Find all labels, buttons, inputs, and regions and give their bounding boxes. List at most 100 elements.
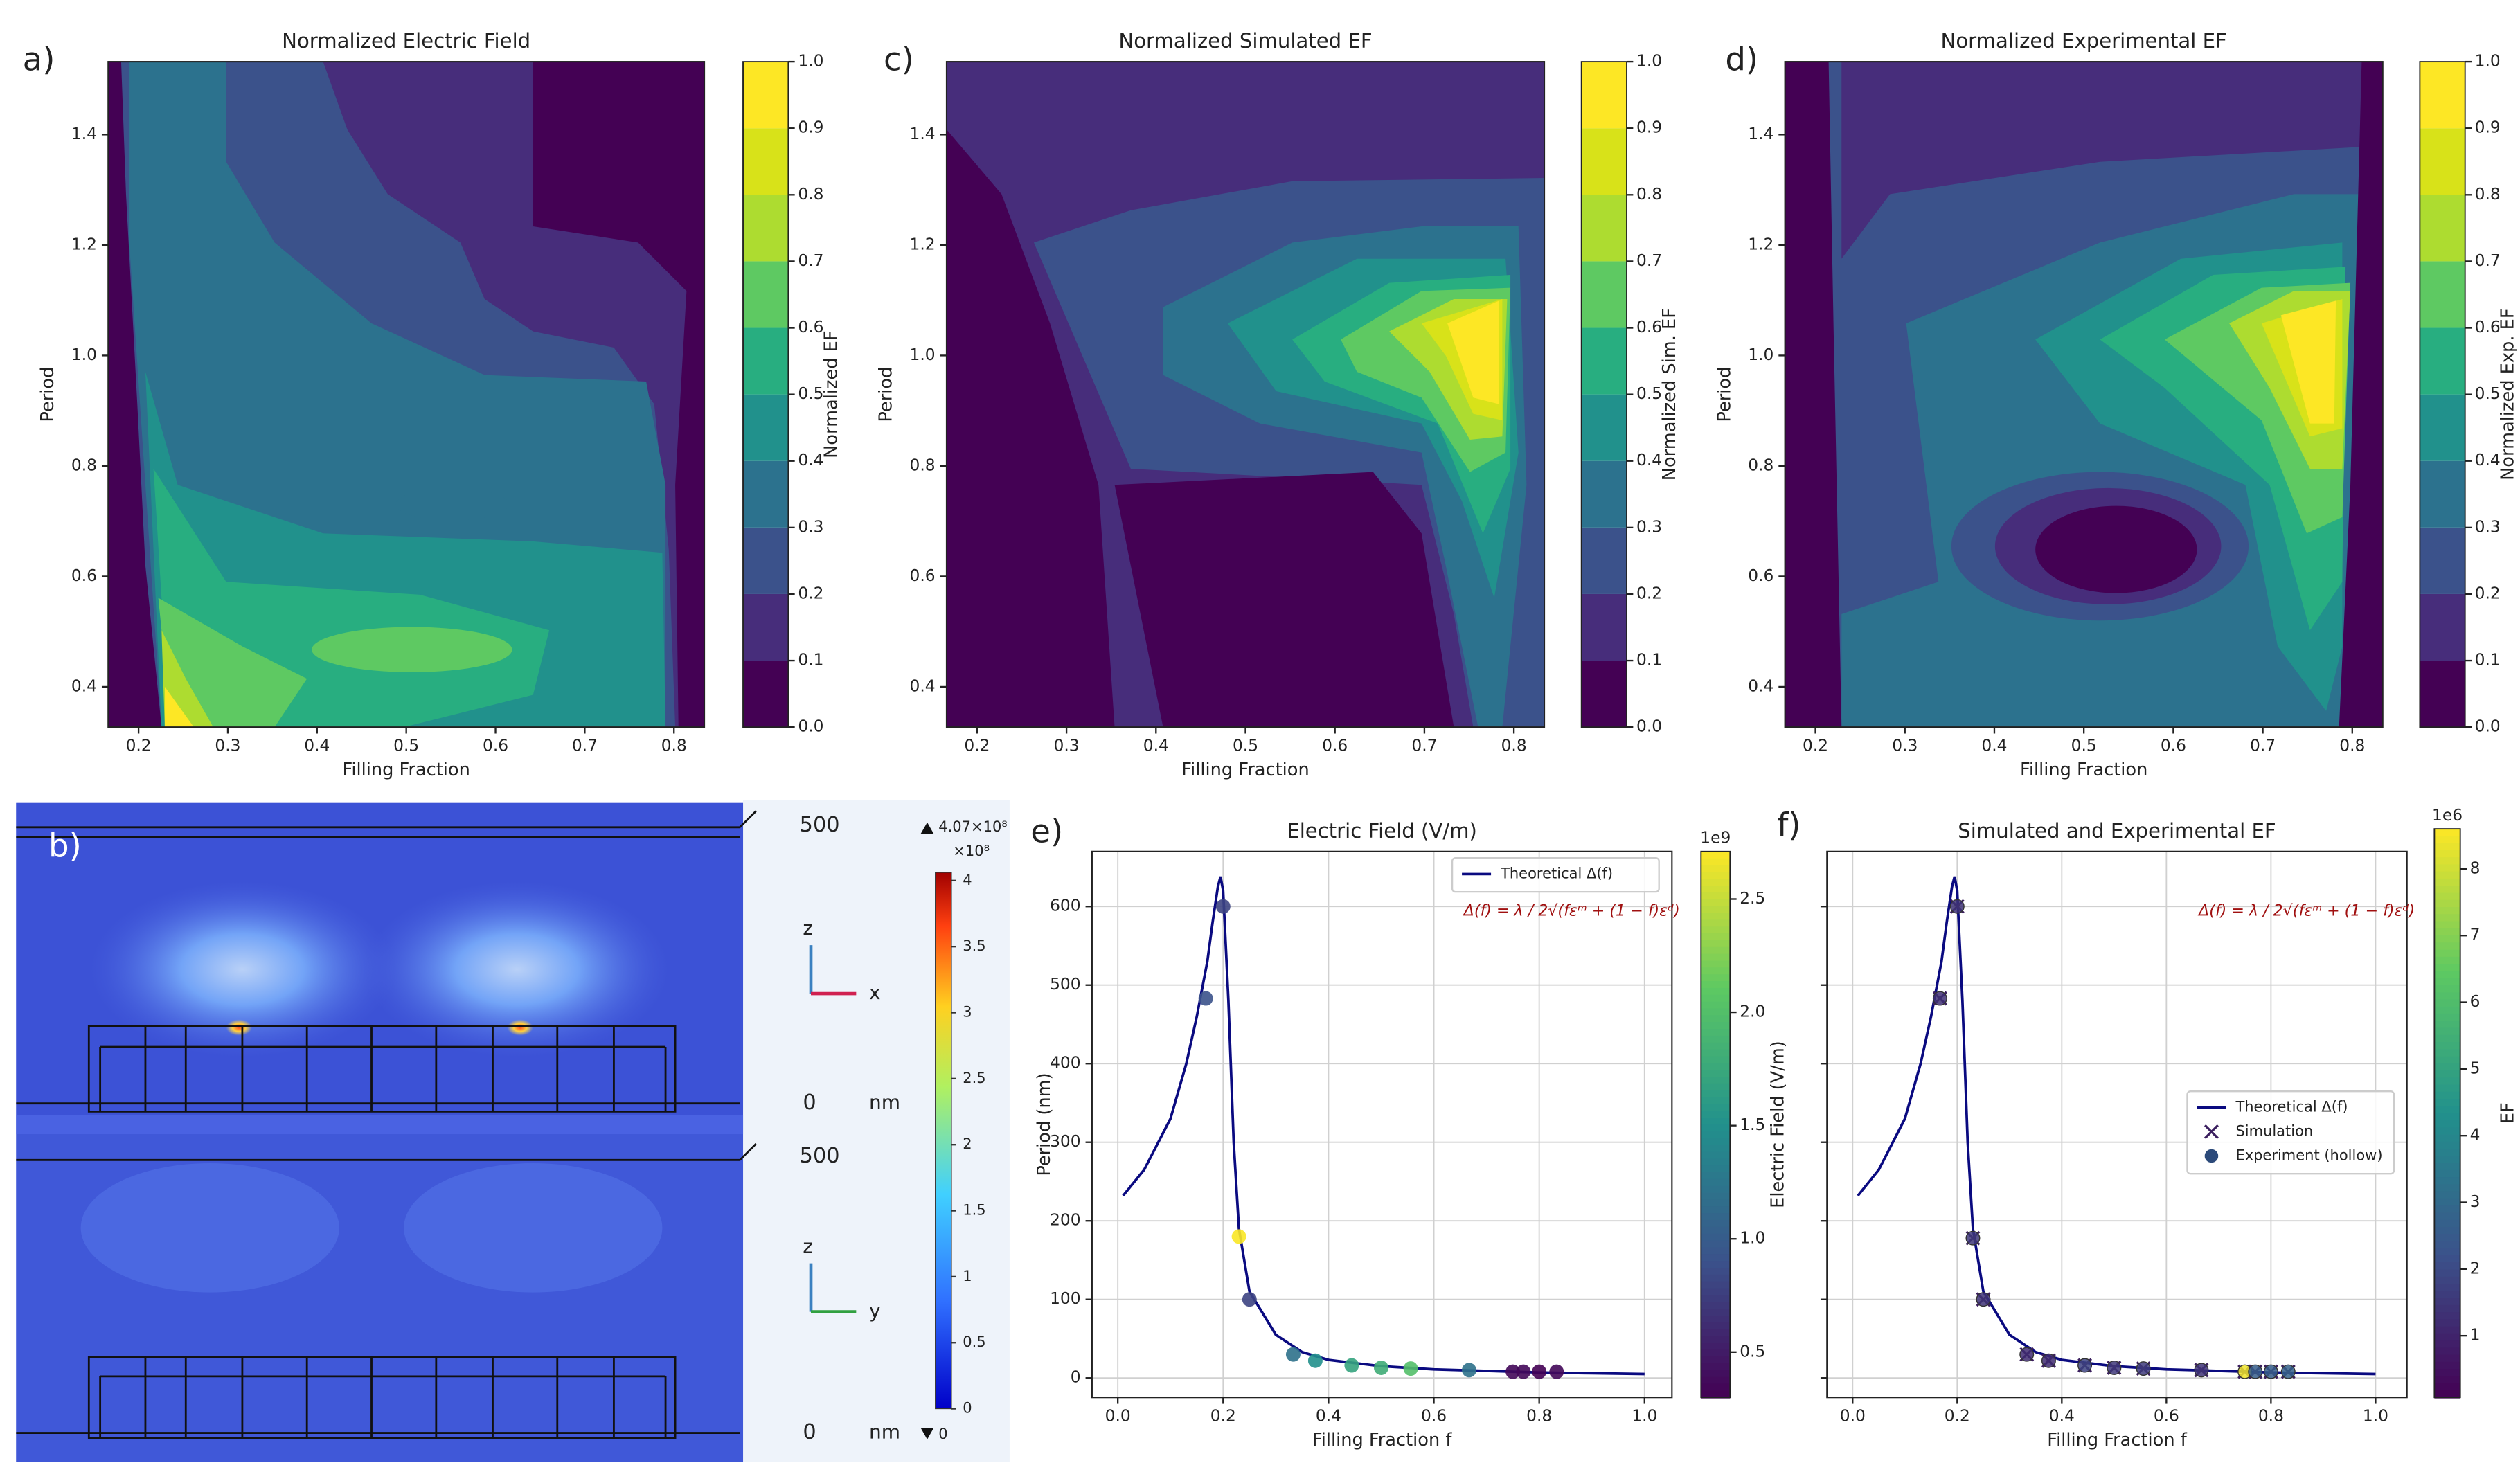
colorbar-band [2434,1141,2460,1150]
colorbar-band [2434,1056,2460,1065]
colorbar-band [2434,1354,2460,1363]
colorbar-band [1581,661,1627,728]
colorbar-band [2434,1255,2460,1264]
x-tick-label: 0.7 [2250,737,2276,755]
axis-label: z [803,917,813,940]
plot-frame [1091,850,1673,1399]
colorbar-band [1581,527,1627,594]
colorbar-band [2420,460,2465,528]
colorbar-band [2434,921,2460,930]
y-tick-label: 600 [1050,897,1081,915]
colorbar-band [2434,1042,2460,1050]
colorbar-band [1581,62,1627,129]
colorbar-band [1701,987,1731,996]
colorbar-band [1701,1029,1731,1037]
y-tick-label: 0.6 [1748,566,1773,585]
colorbar-band [1701,1336,1731,1344]
y-tick-label: 1.0 [1748,345,1773,364]
colorbar-band [1701,1199,1731,1208]
colorbar-band [1581,593,1627,661]
colorbar-label: Normalized Sim. EF [1659,308,1680,481]
experiment-marker [2077,1358,2093,1373]
colorbar-band [1701,981,1731,989]
colorbar-band [2420,195,2465,262]
colorbar-band [1701,1383,1731,1392]
colorbar-band [1701,1151,1731,1160]
plot-frame [945,61,1546,728]
colorbar-band [2434,1156,2460,1164]
colorbar-band [1701,1343,1731,1351]
colorbar-band [743,62,789,129]
data-point [1373,1360,1388,1375]
colorbar-band [1701,1165,1731,1174]
colorbar-band [1701,1111,1731,1119]
colorbar-tick-label: 0.3 [1636,517,1662,536]
colorbar-band [1581,261,1627,328]
colorbar-band [1701,967,1731,976]
x-axis-label: Filling Fraction f [1312,1430,1453,1451]
colorbar-band [2434,1319,2460,1327]
colorbar-band [743,128,789,195]
x-tick-label: 0.2 [126,737,152,755]
colorbar-band [1581,327,1627,395]
colorbar-band [2434,1205,2460,1214]
unit-label: nm [869,1421,900,1444]
colorbar-tick-label: 1.0 [1740,1229,1765,1248]
x-tick-label: 0.4 [1316,1407,1341,1426]
colorbar-band [1701,1315,1731,1324]
x-tick-label: 0.0 [1840,1407,1866,1426]
x-tick-label: 1.0 [1632,1407,1657,1426]
legend-label: Experiment (hollow) [2235,1147,2382,1163]
panel-label: c) [884,42,914,79]
colorbar-min: 0 [938,1426,947,1442]
colorbar-band [2434,971,2460,980]
x-tick-label: 0.7 [1411,737,1437,755]
colorbar-tick-label: 0.7 [2475,251,2501,270]
colorbar-tick-label: 0.8 [2475,185,2501,204]
colorbar-band [1701,879,1731,887]
colorbar-band [1701,1158,1731,1167]
colorbar-band [2434,1291,2460,1299]
data-point [1344,1358,1359,1373]
colorbar-band [2420,394,2465,461]
x-tick-label: 0.4 [1981,737,2007,755]
colorbar-band [1701,872,1731,880]
colorbar-band [1701,960,1731,969]
unit-label: nm [869,1091,900,1114]
colorbar-band [1701,1056,1731,1064]
colorbar-scale: ×10⁸ [953,843,990,859]
colorbar-tick-label: 0.0 [1636,717,1662,736]
colorbar-tick-label: 0.1 [1636,651,1662,670]
colorbar-band [2434,1070,2460,1079]
colorbar-tick-label: 0.4 [2475,451,2501,469]
colorbar-band [743,261,789,328]
colorbar-tick-label: 0.6 [798,318,823,336]
experiment-marker [1965,1230,1981,1246]
colorbar-tick-label: 0.5 [963,1334,985,1350]
data-point [1198,991,1213,1006]
colorbar-tick-label: 0 [963,1400,972,1417]
colorbar-band [1701,1008,1731,1016]
colorbar-band [743,593,789,661]
contour-field [1785,62,2383,728]
scale-label: 0 [803,1090,816,1115]
colorbar-band [2434,1006,2460,1015]
colorbar-band [2434,949,2460,958]
simulation-image [16,800,1010,1462]
colorbar-tick-label: 1.5 [963,1202,985,1219]
colorbar-band [1701,1267,1731,1276]
colorbar-tick-label: 0.0 [798,717,823,736]
experiment-marker [1932,991,1947,1006]
colorbar-tick-label: 1.0 [2475,52,2501,71]
colorbar-band [1701,1192,1731,1201]
colorbar-band [2434,843,2460,852]
theory-line [1122,876,1645,1376]
x-tick-label: 0.4 [1143,737,1169,755]
colorbar-band [2434,1169,2460,1178]
colorbar-band [2420,327,2465,395]
colorbar-band [1701,1063,1731,1071]
colorbar-band [2434,1376,2460,1385]
colorbar-band [2434,1198,2460,1207]
theory-line [1857,876,2376,1376]
colorbar-band [1701,1376,1731,1385]
